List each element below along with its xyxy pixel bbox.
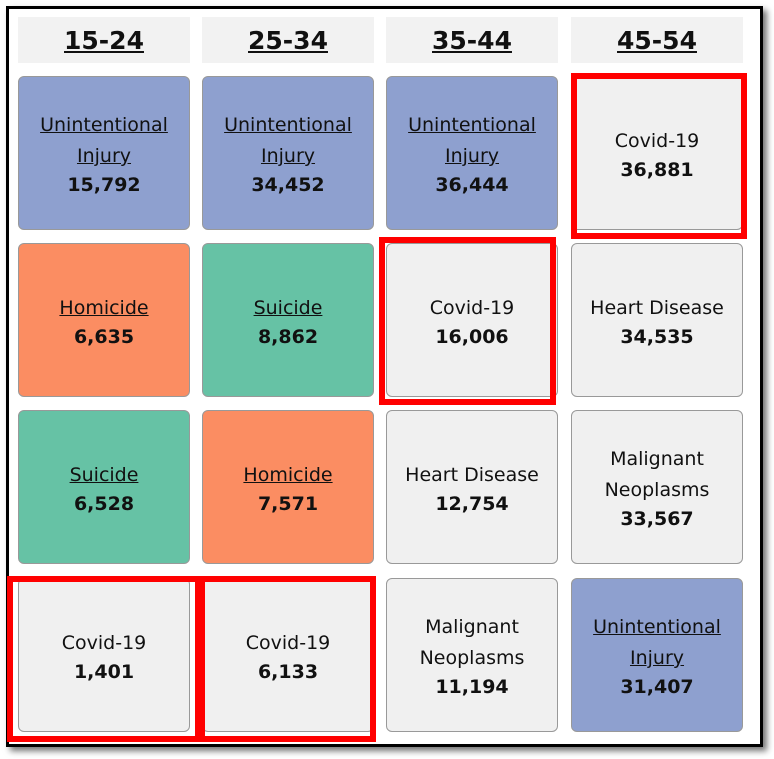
death-count: 33,567 (620, 508, 694, 530)
death-count: 15,792 (67, 174, 141, 196)
grid-cell[interactable]: Homicide 7,571 (202, 410, 374, 564)
column-header-45-54: 45-54 (571, 17, 743, 63)
death-count: 6,635 (73, 325, 135, 348)
column-header-15-24: 15-24 (18, 17, 190, 63)
cause-link[interactable]: Unintentional Injury (40, 114, 168, 167)
cause-link[interactable]: Homicide (243, 463, 333, 486)
cause-label: Covid-19 (614, 129, 700, 152)
cause-label: Malignant Neoplasms (604, 448, 710, 501)
death-count: 36,881 (620, 158, 694, 181)
death-count: 36,444 (435, 174, 509, 196)
cause-label: Covid-19 (61, 631, 147, 654)
death-count: 6,528 (73, 492, 135, 515)
death-count: 31,407 (620, 676, 694, 698)
death-count: 11,194 (435, 676, 509, 698)
death-count: 16,006 (435, 325, 509, 348)
grid-cell: Malignant Neoplasms 11,194 (386, 578, 558, 732)
death-count: 6,133 (257, 660, 319, 683)
grid-cell[interactable]: Unintentional Injury 34,452 (202, 76, 374, 230)
cause-label: Heart Disease (405, 463, 539, 486)
death-count: 12,754 (435, 492, 509, 515)
cause-label: Malignant Neoplasms (419, 616, 525, 669)
cause-link[interactable]: Suicide (253, 296, 323, 319)
grid-cell[interactable]: Unintentional Injury 31,407 (571, 578, 743, 732)
grid-cell[interactable]: Suicide 6,528 (18, 410, 190, 564)
grid-cell: Heart Disease 12,754 (386, 410, 558, 564)
cause-label: Covid-19 (429, 296, 515, 319)
cause-label: Heart Disease (590, 296, 724, 319)
grid-cell: Malignant Neoplasms 33,567 (571, 410, 743, 564)
cause-link[interactable]: Suicide (69, 463, 139, 486)
cause-link[interactable]: Homicide (59, 296, 149, 319)
grid-cell: Covid-19 16,006 (386, 243, 558, 397)
cause-label: Covid-19 (245, 631, 331, 654)
cause-link[interactable]: Unintentional Injury (224, 114, 352, 167)
column-header-25-34: 25-34 (202, 17, 374, 63)
death-count: 8,862 (257, 325, 319, 348)
death-count: 7,571 (257, 492, 319, 515)
grid-cell[interactable]: Unintentional Injury 36,444 (386, 76, 558, 230)
grid-cell[interactable]: Homicide 6,635 (18, 243, 190, 397)
grid-cell: Covid-19 6,133 (202, 578, 374, 732)
grid-cell: Covid-19 36,881 (571, 76, 743, 230)
grid-cell: Heart Disease 34,535 (571, 243, 743, 397)
death-count: 34,452 (251, 174, 325, 196)
grid-cell[interactable]: Unintentional Injury 15,792 (18, 76, 190, 230)
death-count: 34,535 (620, 325, 694, 348)
column-header-35-44: 35-44 (386, 17, 558, 63)
grid-cell[interactable]: Suicide 8,862 (202, 243, 374, 397)
death-count: 1,401 (73, 660, 135, 683)
cause-link[interactable]: Unintentional Injury (593, 616, 721, 669)
grid-cell: Covid-19 1,401 (18, 578, 190, 732)
cause-link[interactable]: Unintentional Injury (408, 114, 536, 167)
